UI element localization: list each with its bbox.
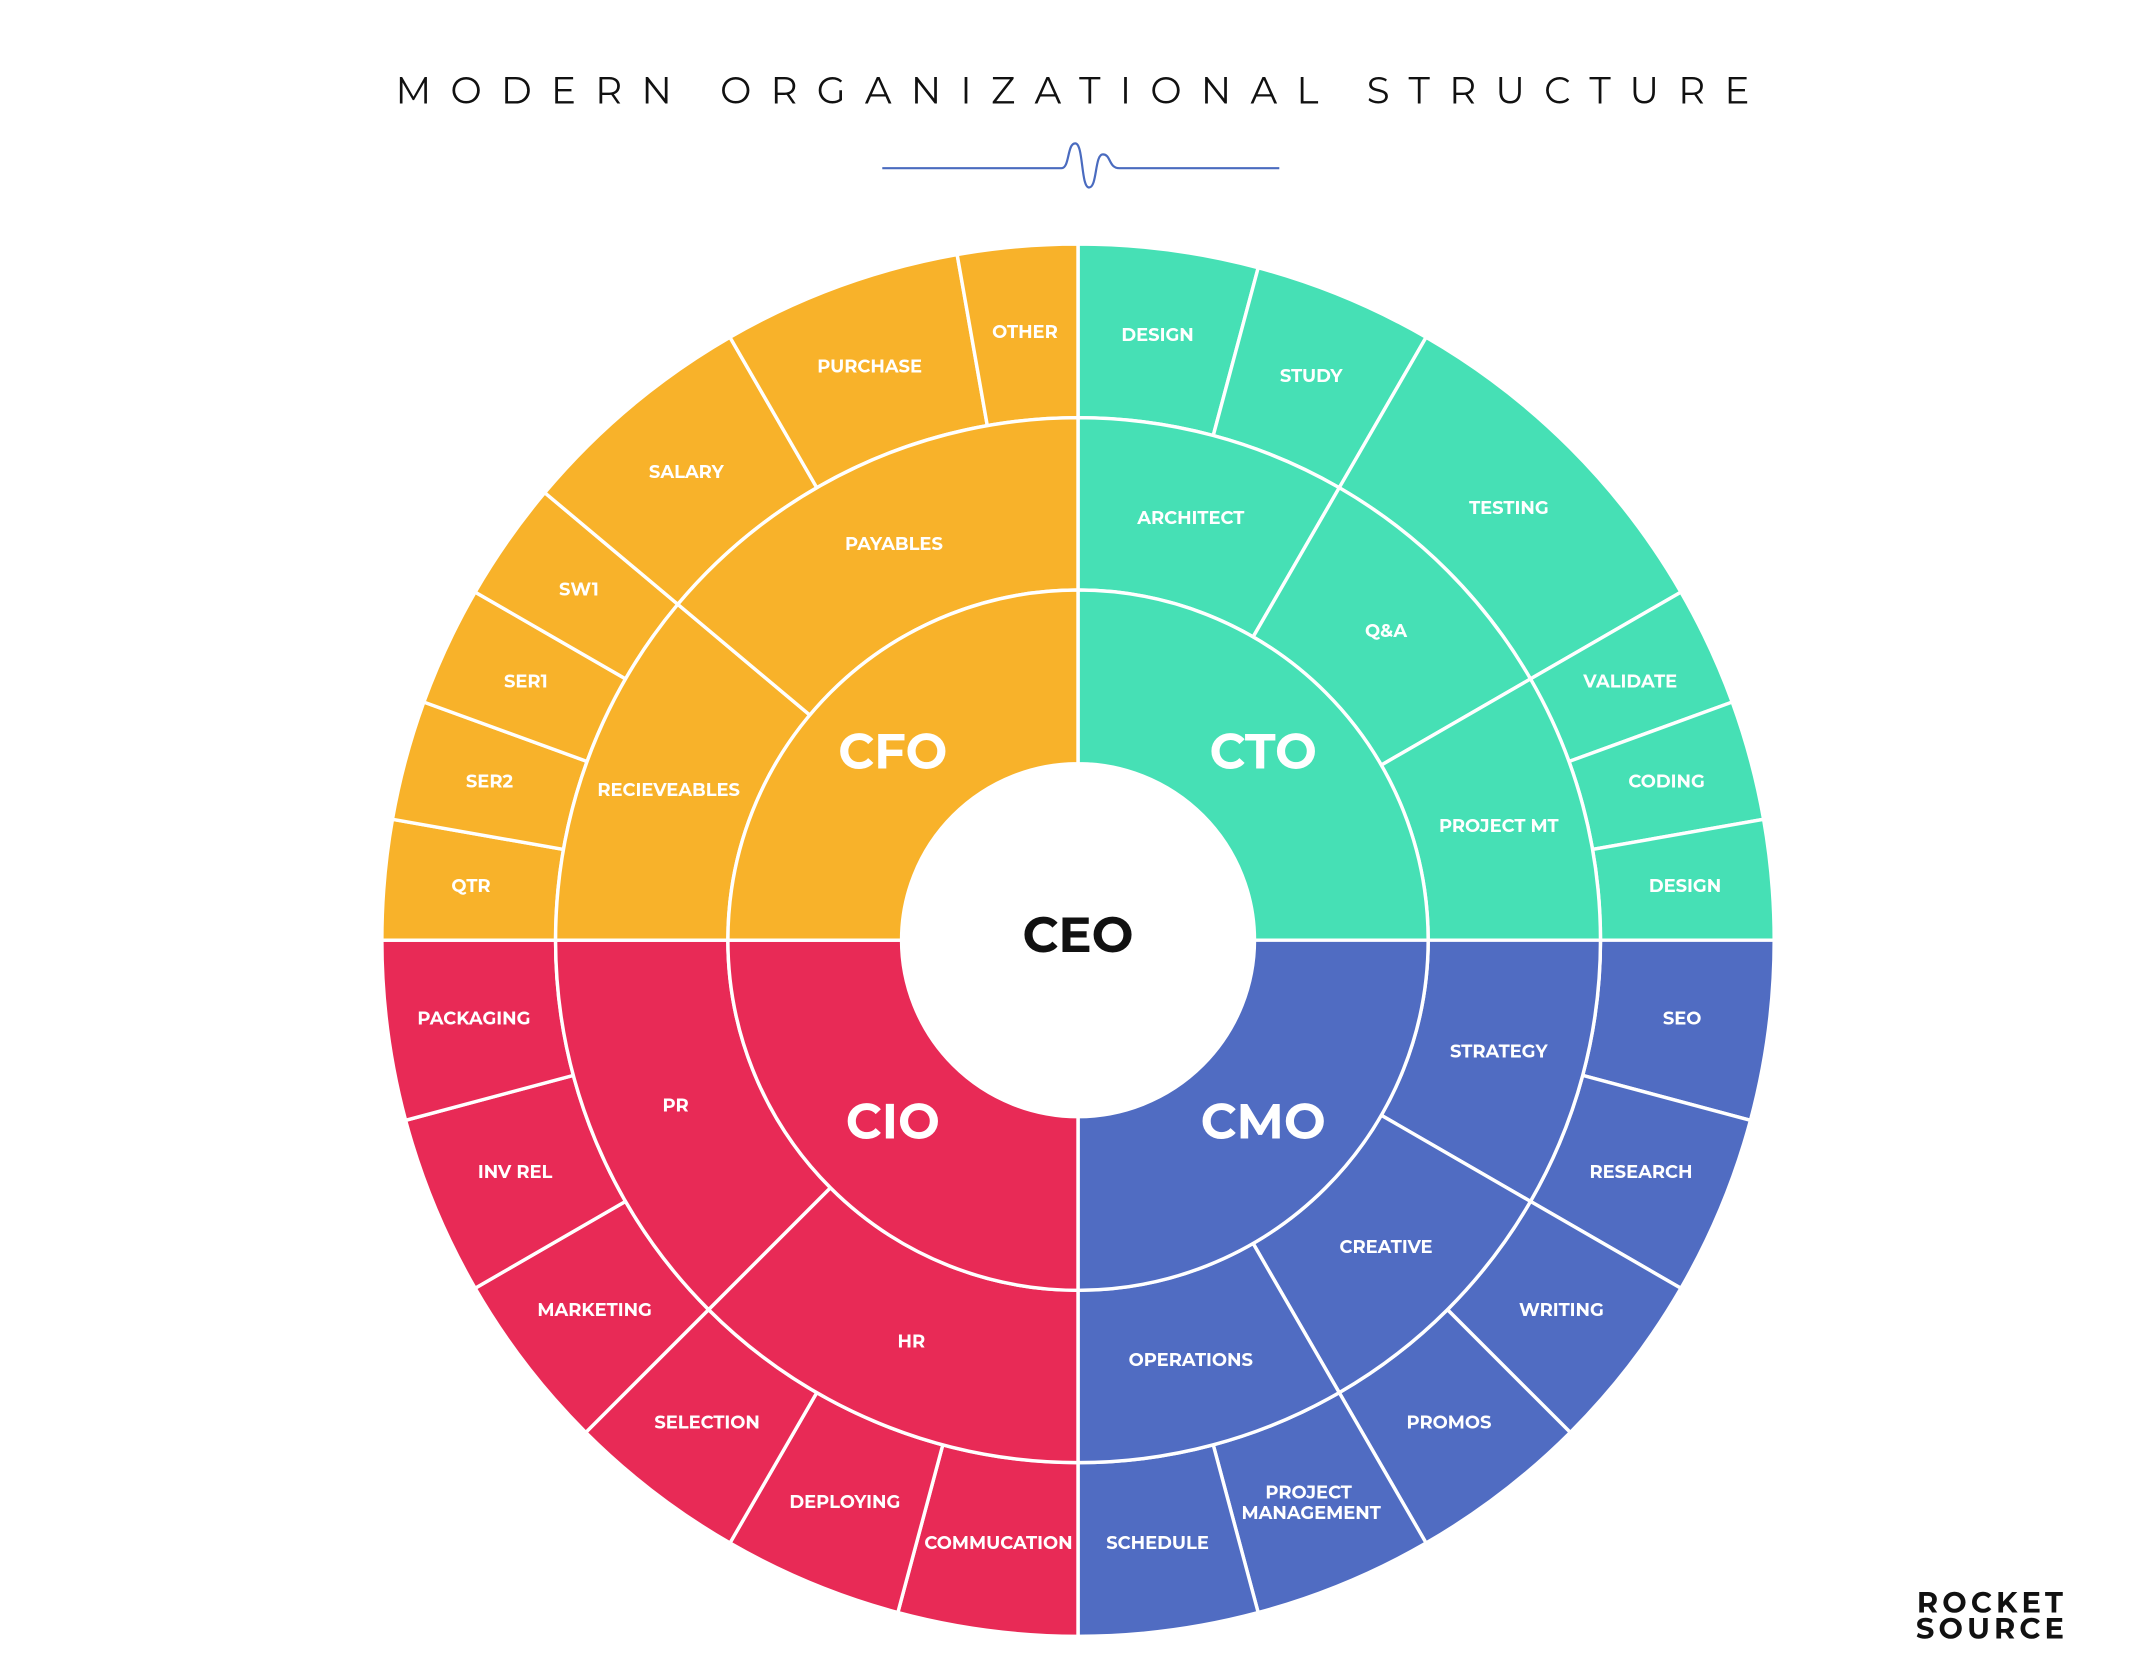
department-segment [1076,938,1430,1293]
team-label: RESEARCH [1589,1162,1692,1183]
team-label: STUDY [1280,366,1343,387]
unit-label: HR [898,1331,926,1352]
team-label: QTR [451,876,490,897]
team-label: PROMOS [1407,1412,1492,1433]
department-label: CTO [1210,721,1317,781]
unit-label: OPERATIONS [1129,1350,1253,1371]
department-label: CIO [846,1092,940,1152]
team-label: SER1 [504,671,548,692]
team-label: DESIGN [1649,876,1721,897]
team-label: DESIGN [1121,325,1193,346]
sunburst: DESIGN STUDY ARCHITECT TESTING Q&A VALIDATE CO… [380,242,1776,1639]
department-label: CMO [1201,1092,1326,1152]
team-label: INV REL [478,1162,553,1183]
department-segment [726,938,1080,1293]
unit-label: Q&A [1365,621,1407,642]
team-label: VALIDATE [1582,671,1677,692]
team-label: SELECTION [654,1412,760,1433]
team-label: SEO [1663,1009,1702,1030]
unit-label: RECIEVEABLES [597,780,740,801]
team-label: SW1 [559,580,599,601]
title-ornament [882,142,1280,189]
unit-label: PAYABLES [845,534,943,555]
title: MODERN ORGANIZATIONAL STRUCTURE [396,69,1769,114]
team-label: PROJECT MANAGEMENT [1242,1482,1381,1524]
department-label: CFO [838,721,947,781]
unit-label: CREATIVE [1340,1237,1433,1258]
team-label: SCHEDULE [1106,1533,1209,1554]
department-segment [726,588,1080,942]
unit-label: PROJECT MT [1439,816,1559,837]
logo-line: SOURCE [1916,1612,2068,1647]
department-segment [1076,588,1430,942]
center-label: CEO [1022,905,1133,965]
team-label: CODING [1628,771,1704,792]
team-label: DEPLOYING [789,1492,900,1513]
team-label: OTHER [992,322,1058,343]
unit-label: PR [663,1096,689,1117]
team-label: PACKAGING [417,1009,530,1030]
team-label: PURCHASE [817,356,922,377]
team-label: MARKETING [537,1300,651,1321]
team-label: SALARY [649,462,725,483]
logo-line: ROCKET [1917,1585,2067,1620]
unit-label: STRATEGY [1450,1042,1548,1063]
team-label: COMMUCATION [924,1533,1072,1554]
team-label: WRITING [1519,1300,1604,1321]
team-label: SER2 [466,771,514,792]
unit-label: ARCHITECT [1136,508,1244,529]
team-label: TESTING [1469,498,1549,519]
